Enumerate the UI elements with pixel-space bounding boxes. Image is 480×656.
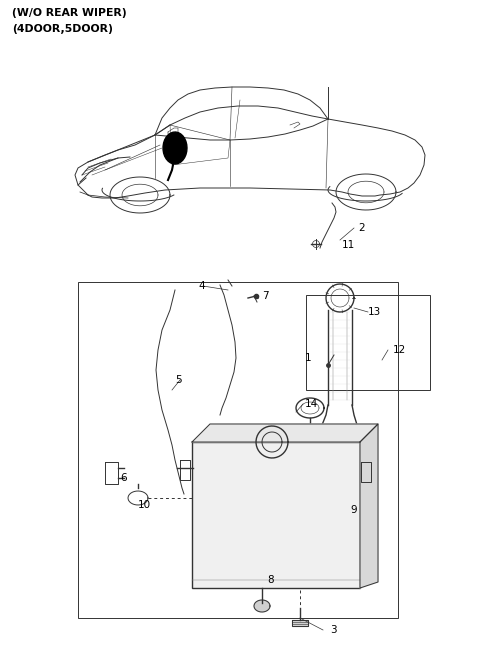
Text: 1: 1 <box>305 353 312 363</box>
Polygon shape <box>360 424 378 588</box>
Text: 12: 12 <box>393 345 406 355</box>
Text: 5: 5 <box>175 375 181 385</box>
Text: 14: 14 <box>305 399 318 409</box>
Polygon shape <box>292 620 308 626</box>
Text: 8: 8 <box>267 575 274 585</box>
Text: 2: 2 <box>358 223 365 233</box>
Bar <box>306 295 430 390</box>
Text: 7: 7 <box>262 291 269 301</box>
Polygon shape <box>192 424 378 442</box>
Text: 13: 13 <box>368 307 381 317</box>
Text: (W/O REAR WIPER): (W/O REAR WIPER) <box>12 8 127 18</box>
Text: 6: 6 <box>120 473 127 483</box>
Bar <box>192 442 360 588</box>
Text: 10: 10 <box>138 500 151 510</box>
Polygon shape <box>254 600 270 612</box>
Polygon shape <box>163 132 187 164</box>
Bar <box>78 282 398 618</box>
Text: 9: 9 <box>350 505 357 515</box>
Text: 4: 4 <box>198 281 204 291</box>
Text: 11: 11 <box>342 240 355 250</box>
Text: (4DOOR,5DOOR): (4DOOR,5DOOR) <box>12 24 113 34</box>
Text: 3: 3 <box>330 625 336 635</box>
